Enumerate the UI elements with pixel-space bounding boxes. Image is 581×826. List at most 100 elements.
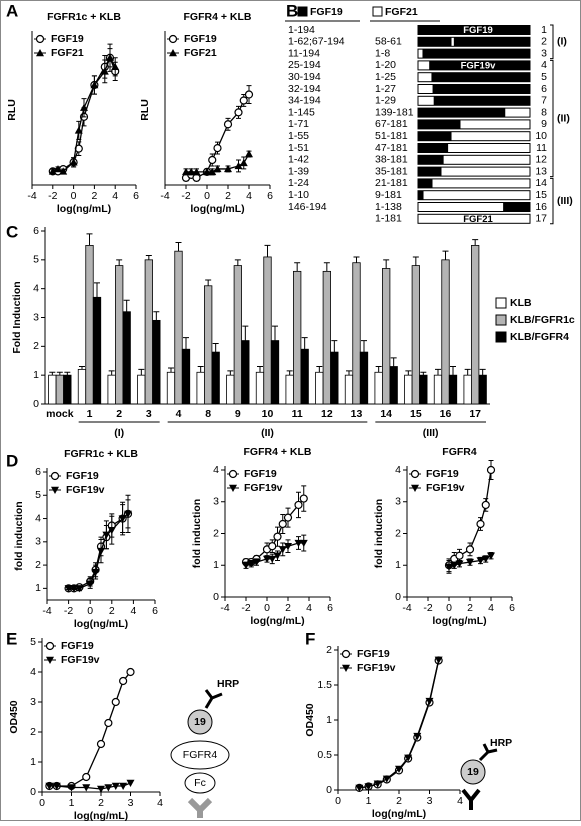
fgf19-residues: 1-71 bbox=[288, 118, 309, 130]
data-point bbox=[239, 158, 248, 167]
construct-outline bbox=[417, 25, 531, 35]
data-point bbox=[247, 560, 256, 568]
data-point bbox=[119, 676, 128, 686]
data-point bbox=[465, 545, 475, 554]
construct-outline bbox=[417, 95, 531, 106]
bar bbox=[137, 374, 146, 405]
x-tick-label: 2 bbox=[116, 408, 122, 420]
y-tick-label: 0 bbox=[33, 398, 39, 410]
construct-segment bbox=[432, 84, 530, 94]
data-point bbox=[404, 754, 413, 762]
data-point bbox=[100, 67, 109, 75]
data-point bbox=[213, 143, 222, 153]
y-axis-label: OD450 bbox=[304, 703, 316, 736]
x-axis-label: log(ng/mL) bbox=[190, 203, 244, 215]
data-point bbox=[299, 494, 308, 503]
chart-title: FGFR4 + KLB bbox=[244, 446, 312, 458]
data-point bbox=[182, 167, 190, 176]
construct-label: FGF19 bbox=[463, 25, 493, 36]
data-point bbox=[486, 465, 496, 475]
construct-outline bbox=[417, 213, 531, 224]
y-tick-label: 0 bbox=[326, 784, 332, 796]
data-point bbox=[239, 96, 248, 105]
data-point bbox=[69, 158, 78, 166]
legend-label: FGF19 bbox=[61, 640, 94, 652]
y-tick-label: 0 bbox=[395, 591, 401, 603]
construct-segment bbox=[418, 49, 423, 59]
data-point bbox=[299, 539, 308, 548]
y-tick-label: 5 bbox=[35, 489, 41, 501]
data-point bbox=[80, 103, 88, 111]
x-tick-label: 4 bbox=[130, 605, 136, 617]
data-point bbox=[111, 782, 120, 790]
construct-number: 8 bbox=[541, 106, 547, 118]
bar bbox=[115, 265, 124, 405]
legend-swatch bbox=[495, 297, 507, 309]
bar bbox=[181, 348, 191, 405]
construct-outline bbox=[417, 202, 531, 212]
data-point bbox=[52, 782, 61, 790]
legend-label: FGF19v bbox=[61, 654, 100, 666]
data-point bbox=[54, 165, 62, 173]
legend-marker bbox=[36, 49, 44, 57]
bar bbox=[419, 374, 428, 405]
bar bbox=[196, 371, 205, 405]
fgf21-residues: 38-181 bbox=[375, 154, 408, 166]
y-tick-label: 4 bbox=[213, 464, 219, 476]
y-tick-label: 3 bbox=[395, 496, 401, 508]
error-bar bbox=[375, 366, 382, 373]
y-axis-label: fold induction bbox=[373, 499, 385, 568]
data-point bbox=[119, 782, 128, 790]
x-axis-label: log(ng/mL) bbox=[57, 203, 111, 215]
bar bbox=[315, 371, 324, 405]
x-tick-label: 4 bbox=[157, 797, 163, 809]
fgf21-residues: 9-181 bbox=[375, 189, 402, 201]
data-point bbox=[294, 500, 303, 510]
hrp-antibody bbox=[204, 689, 223, 709]
data-point bbox=[455, 560, 464, 568]
group-bracket bbox=[550, 24, 554, 60]
group-label: (III) bbox=[557, 195, 573, 207]
data-point bbox=[192, 167, 201, 176]
construct-number: 1 bbox=[541, 24, 547, 36]
x-tick-label: 1 bbox=[87, 408, 93, 420]
data-point bbox=[466, 558, 474, 567]
error-bar bbox=[234, 259, 241, 266]
x-tick-label: 0 bbox=[264, 602, 270, 614]
data-point bbox=[278, 519, 287, 529]
error-bar bbox=[168, 367, 174, 373]
y-axis-label: fold induction bbox=[13, 501, 25, 570]
data-point bbox=[450, 562, 459, 570]
x-axis-label: log(ng/mL) bbox=[432, 615, 486, 627]
legend-marker bbox=[168, 34, 178, 44]
fgf21-residues: 1-181 bbox=[375, 213, 402, 225]
y-tick-label: 0 bbox=[213, 591, 219, 603]
legend-swatch bbox=[495, 314, 507, 326]
chart-title: FGFR1c + KLB bbox=[64, 448, 138, 460]
x-tick-label: 2 bbox=[225, 190, 231, 202]
y-tick-label: 1 bbox=[35, 582, 41, 594]
error-bar bbox=[464, 368, 471, 376]
fgf19-residues: 1-55 bbox=[288, 130, 309, 142]
construct-outline bbox=[417, 60, 531, 71]
construct-segment bbox=[432, 178, 530, 188]
fgf21-residues: 1-20 bbox=[375, 59, 396, 71]
y-tick-label: 1.5 bbox=[317, 679, 332, 691]
x-tick-label: 2 bbox=[285, 602, 291, 614]
construct-segment bbox=[418, 214, 530, 224]
error-bar bbox=[383, 259, 390, 269]
error-bar bbox=[272, 325, 278, 341]
legend-label: FGF19 bbox=[66, 470, 99, 482]
bar bbox=[211, 351, 220, 405]
bar bbox=[359, 351, 369, 405]
construct-segment bbox=[418, 143, 449, 153]
data-point bbox=[413, 732, 422, 741]
data-point bbox=[67, 784, 76, 792]
data-point bbox=[445, 563, 453, 571]
header-swatch bbox=[297, 6, 308, 17]
x-tick-label: -4 bbox=[160, 190, 169, 202]
y-tick-label: 2 bbox=[326, 644, 332, 656]
legend-marker bbox=[35, 34, 45, 44]
ligand-shape bbox=[187, 709, 213, 735]
